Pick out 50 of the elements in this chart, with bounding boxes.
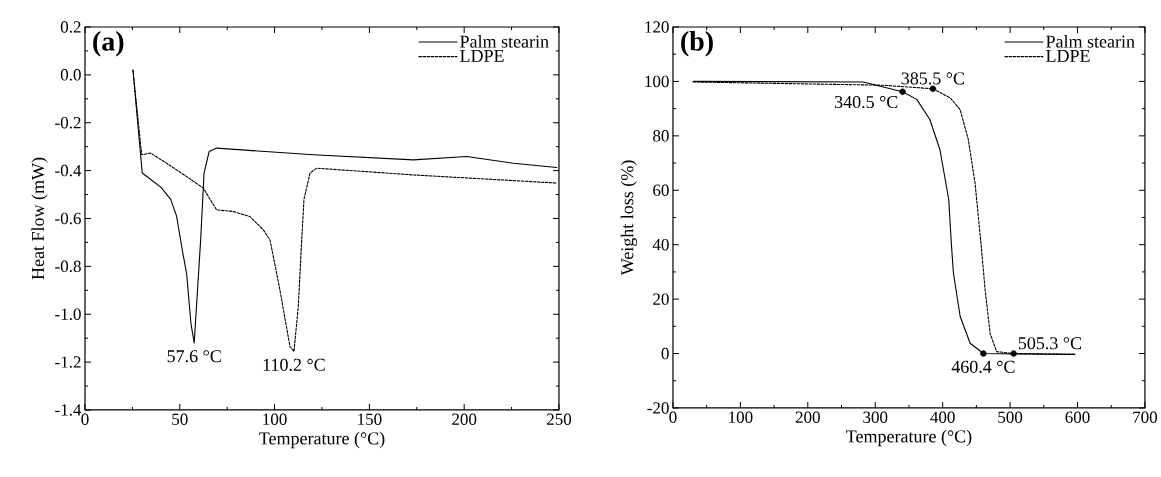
y-tick-label: 0.0 [60,69,81,81]
y-tick-label: 0.2 [60,21,81,33]
y-tick-label: 20 [653,293,669,305]
y-tick-label: -0.4 [55,164,82,177]
y-axis-title: Heat Flow (mW) [31,157,48,280]
annotation: 57.6 °C [167,350,221,363]
y-tick-label: 40 [652,238,669,251]
y-tick-label: 120 [645,21,669,33]
y-tick-label: -1.4 [55,404,82,416]
x-tick-label: 150 [358,413,382,425]
y-tick-label: 80 [653,130,669,142]
y-tick-label: -1.2 [55,356,81,368]
y-tick-label: -0.6 [55,212,81,225]
legend-label: Palm stearin [460,35,549,48]
y-tick-label: -20 [647,402,669,414]
y-tick-label: -0.2 [55,116,81,129]
x-tick-label: 300 [863,411,888,423]
point [980,350,987,357]
x-tick-label: 200 [795,411,820,423]
chart-title: (a) [93,31,124,57]
y-tick-label: -1.0 [55,308,81,321]
x-tick-label: 250 [546,413,572,425]
annotation: 340.5 °C [835,95,898,109]
y-axis-title: Weight loss (%) [620,160,638,276]
y-tick-label: -0.8 [55,260,81,273]
y-tick-label: 0 [661,347,669,360]
point [1010,350,1017,357]
x-axis-title: Temperature (°C) [259,431,385,449]
annotation: 385.5 °C [901,72,964,85]
x-tick-label: 700 [1133,411,1158,423]
annotation: 505.3 °C [1018,337,1082,350]
y-tick-label: 60 [653,184,669,197]
annotation: 460.4 °C [951,360,1015,373]
x-tick-label: 500 [998,411,1023,423]
point [929,85,937,92]
chart-title: (b) [681,31,713,57]
x-tick-label: 200 [452,413,477,425]
y-tick-label: 100 [645,75,669,88]
x-tick-label: 400 [930,411,955,423]
x-tick-label: 0 [669,411,677,423]
x-tick-label: 100 [263,413,287,425]
x-tick-label: 600 [1065,411,1090,423]
legend-label: LDPE [1046,50,1090,62]
x-tick-label: 50 [172,413,188,425]
point [899,88,906,95]
x-axis-title: Temperature (°C) [846,429,972,447]
annotation: 110.2 °C [263,358,325,372]
legend-label: LDPE [460,50,504,62]
legend-label: Palm stearin [1046,35,1135,48]
x-tick-label: 100 [729,411,753,423]
